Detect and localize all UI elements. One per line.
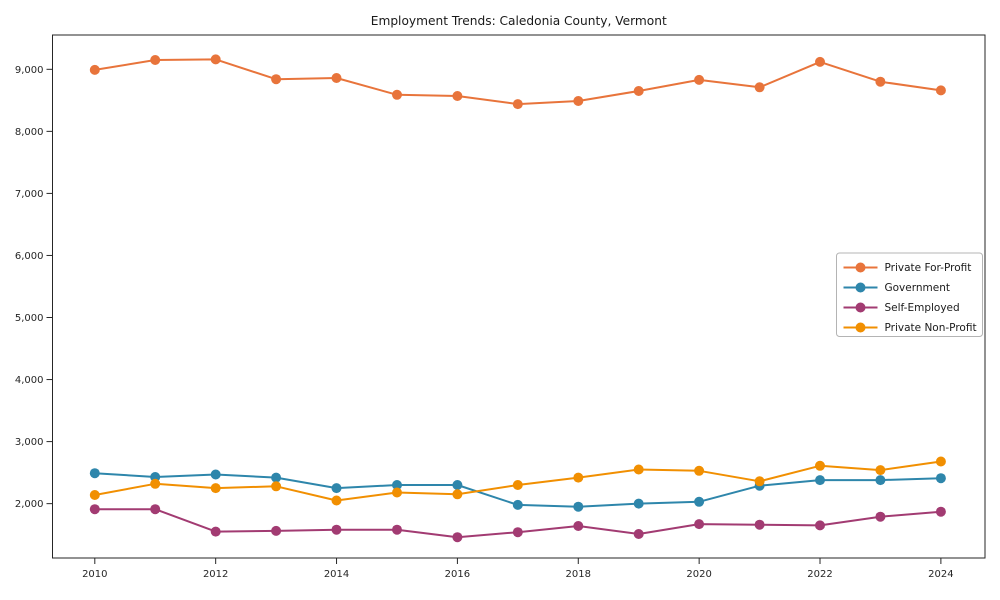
data-point-private-non-profit	[392, 487, 402, 498]
x-tick-label: 2020	[686, 569, 711, 580]
chart-title: Employment Trends: Caledonia County, Ver…	[371, 14, 667, 28]
legend-item-government: Government	[843, 282, 950, 294]
data-point-private-non-profit	[512, 480, 523, 490]
legend-marker	[855, 302, 866, 313]
data-point-government	[875, 475, 886, 486]
series-line-private-for-profit	[93, 58, 942, 106]
x-tick-label: 2010	[82, 569, 107, 580]
data-point-private-for-profit	[331, 73, 342, 83]
data-point-government	[573, 501, 584, 512]
plot-border	[52, 34, 986, 559]
y-tick-label: 4,000	[15, 375, 44, 386]
x-tick-label: 2016	[445, 569, 470, 580]
data-point-private-non-profit	[271, 481, 282, 492]
data-point-government	[89, 468, 100, 479]
data-point-self-employed	[271, 525, 282, 536]
data-point-private-for-profit	[815, 56, 825, 67]
data-point-private-non-profit	[754, 476, 765, 487]
data-point-government	[452, 480, 463, 490]
legend-label: Private For-Profit	[885, 262, 972, 274]
data-point-self-employed	[633, 529, 644, 539]
legend-marker	[855, 282, 866, 293]
data-point-private-for-profit	[150, 55, 161, 65]
x-tick-label: 2024	[928, 569, 953, 580]
y-tick-label: 8,000	[15, 127, 44, 138]
legend-item-private-non-profit: Private Non-Profit	[843, 322, 977, 334]
data-point-private-non-profit	[815, 460, 825, 471]
data-point-government	[331, 483, 342, 494]
data-point-self-employed	[210, 526, 221, 537]
legend-label: Government	[885, 282, 950, 294]
data-point-self-employed	[150, 504, 161, 515]
legend-label: Self-Employed	[885, 302, 960, 314]
data-point-private-non-profit	[150, 478, 161, 489]
data-point-private-for-profit	[875, 76, 886, 87]
data-point-private-for-profit	[210, 54, 221, 65]
x-tick-label: 2018	[566, 569, 591, 580]
data-point-private-non-profit	[331, 495, 342, 506]
data-point-private-for-profit	[754, 82, 765, 93]
data-point-private-for-profit	[512, 99, 523, 110]
legend-item-self-employed: Self-Employed	[843, 302, 960, 314]
legend: Private For-Profit Government Self-Employe…	[836, 252, 983, 337]
data-point-private-non-profit	[210, 483, 221, 494]
data-point-private-non-profit	[633, 464, 644, 475]
data-point-self-employed	[331, 524, 342, 535]
data-point-private-for-profit	[633, 86, 644, 96]
y-tick-label: 6,000	[15, 251, 44, 262]
data-point-self-employed	[573, 521, 584, 531]
data-point-government	[633, 498, 644, 509]
data-point-self-employed	[512, 527, 523, 538]
x-tick-label: 2012	[203, 569, 228, 580]
legend-marker	[855, 322, 866, 333]
data-point-government	[210, 469, 221, 480]
y-tick-label: 7,000	[15, 189, 44, 200]
data-point-self-employed	[452, 532, 463, 543]
data-point-private-non-profit	[89, 490, 100, 500]
data-point-private-for-profit	[392, 89, 402, 100]
data-point-self-employed	[815, 520, 825, 531]
data-point-private-for-profit	[694, 74, 705, 85]
data-point-private-non-profit	[694, 465, 705, 476]
data-point-self-employed	[935, 506, 946, 517]
x-tick-label: 2014	[324, 569, 349, 580]
data-point-private-for-profit	[271, 74, 282, 85]
data-point-government	[694, 496, 705, 507]
y-tick-label: 2,000	[15, 499, 44, 510]
y-tick-label: 9,000	[15, 65, 44, 76]
data-point-private-non-profit	[875, 465, 886, 476]
data-point-self-employed	[89, 504, 100, 515]
data-point-government	[392, 480, 402, 490]
data-point-private-for-profit	[452, 91, 463, 101]
data-point-self-employed	[875, 511, 886, 522]
data-point-government	[935, 473, 946, 484]
y-tick-label: 3,000	[15, 437, 44, 448]
data-point-private-non-profit	[452, 489, 463, 500]
legend-box	[836, 252, 983, 337]
data-point-private-for-profit	[573, 96, 584, 106]
legend-item-private-for-profit: Private For-Profit	[843, 262, 972, 274]
y-tick-label: 5,000	[15, 313, 44, 324]
legend-marker	[855, 262, 866, 273]
data-point-self-employed	[694, 519, 705, 530]
x-tick-label: 2022	[807, 569, 832, 580]
data-point-private-non-profit	[573, 472, 584, 483]
data-point-self-employed	[392, 524, 402, 535]
data-point-government	[512, 499, 523, 510]
legend-label: Private Non-Profit	[885, 322, 977, 334]
data-point-private-for-profit	[935, 85, 946, 96]
data-point-self-employed	[754, 519, 765, 530]
data-point-government	[271, 472, 282, 483]
data-point-private-for-profit	[89, 64, 100, 75]
data-point-government	[815, 475, 825, 486]
data-point-private-non-profit	[935, 456, 946, 467]
